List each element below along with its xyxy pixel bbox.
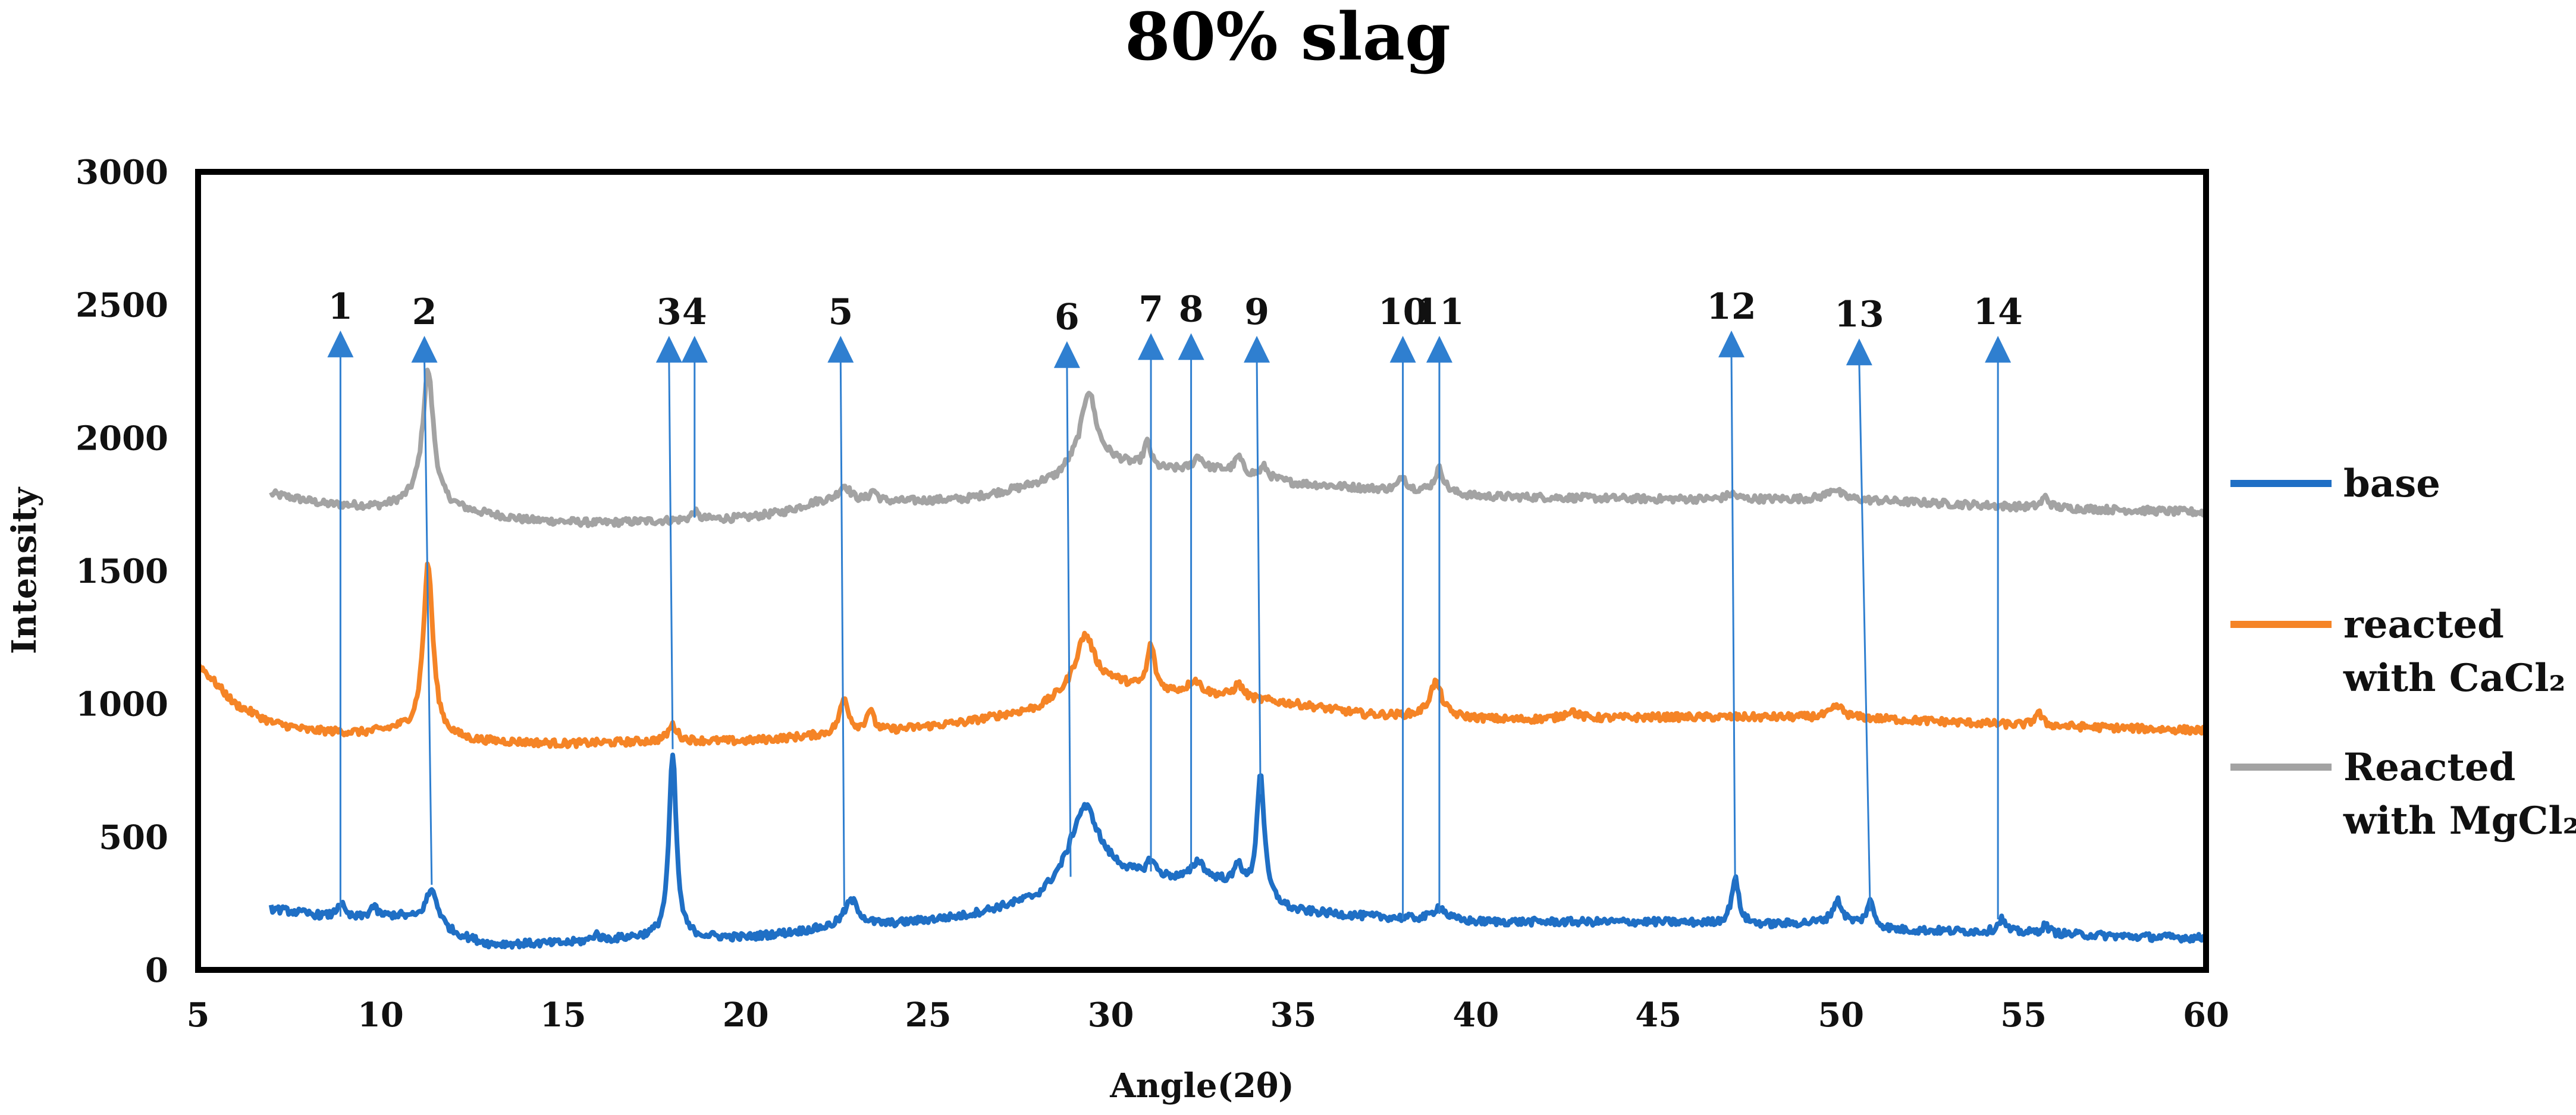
peak-marker-line	[1730, 354, 1736, 880]
x-tick-label: 55	[2000, 995, 2047, 1035]
peak-marker-line	[1256, 359, 1262, 794]
peak-marker-label: 8	[1179, 288, 1204, 330]
peak-marker-arrow	[1426, 335, 1452, 363]
x-tick-label: 40	[1452, 995, 1499, 1035]
y-tick-label: 2000	[76, 419, 168, 458]
y-tick-label: 0	[145, 951, 168, 990]
peak-marker-label: 12	[1706, 286, 1756, 328]
peak-marker-10: 10	[1378, 291, 1428, 920]
y-tick-label: 3000	[76, 153, 168, 192]
peak-marker-label: 3	[657, 291, 682, 333]
legend-item-2: Reacted with MgCl₂	[2230, 745, 2576, 843]
peak-marker-arrow	[1985, 335, 2012, 363]
legend-item-0: base	[2230, 461, 2440, 506]
peak-marker-label: 13	[1834, 294, 1884, 335]
x-tick-label: 15	[540, 995, 586, 1035]
x-tick-label: 50	[1818, 995, 1864, 1035]
y-tick-label: 500	[99, 818, 168, 857]
series-line-reacted-with-cacl2	[196, 561, 2207, 749]
y-tick-labels: 0 500 1000 1500 2000 2500 3000	[76, 153, 168, 990]
peak-marker-3: 3	[655, 291, 682, 749]
x-tick-label: 20	[723, 995, 769, 1035]
peak-marker-line	[668, 359, 674, 749]
peak-marker-arrow	[655, 335, 682, 363]
peak-marker-label: 6	[1055, 297, 1080, 338]
y-axis-title: Intensity	[5, 486, 44, 654]
peak-marker-5: 5	[827, 291, 854, 906]
peak-marker-label: 1	[328, 286, 353, 328]
peak-marker-label: 5	[828, 291, 853, 333]
peak-marker-arrow	[327, 330, 354, 357]
peak-marker-arrow	[1389, 335, 1416, 363]
x-tick-label: 60	[2183, 995, 2229, 1035]
peak-marker-8: 8	[1178, 288, 1204, 869]
peak-marker-label: 14	[1973, 291, 2023, 333]
legend-item-1: reacted with CaCl₂	[2230, 602, 2565, 701]
x-tick-label: 35	[1270, 995, 1316, 1035]
peak-marker-label: 7	[1138, 288, 1163, 330]
x-tick-label: 5	[187, 995, 210, 1035]
y-tick-label: 1500	[76, 552, 168, 591]
x-tick-label: 25	[905, 995, 952, 1035]
legend-label-line2: with MgCl₂	[2343, 799, 2576, 843]
y-tick-label: 1000	[76, 685, 168, 724]
peak-marker-label: 4	[682, 291, 707, 333]
peak-marker-label: 9	[1244, 291, 1269, 333]
legend-label: Reacted	[2343, 745, 2515, 790]
x-axis-title: Angle(2θ)	[1109, 1066, 1294, 1105]
legend: base reacted with CaCl₂ Reacted with MgCl₂	[2230, 461, 2576, 843]
chart-title: 80% slag	[1125, 0, 1451, 75]
series-layer	[196, 368, 2208, 950]
x-tick-label: 45	[1635, 995, 1681, 1035]
peak-marker-label: 10	[1378, 291, 1428, 333]
peak-marker-2: 2	[411, 291, 438, 885]
peak-marker-label: 11	[1414, 291, 1464, 333]
peak-marker-line	[1066, 365, 1072, 877]
peak-marker-arrow	[827, 335, 854, 363]
peak-marker-line	[839, 359, 845, 906]
peak-marker-arrow	[411, 335, 438, 363]
peak-marker-9: 9	[1244, 291, 1270, 794]
peak-marker-1: 1	[327, 286, 354, 917]
peak-marker-line	[423, 359, 433, 885]
peak-marker-arrow	[681, 335, 708, 363]
plot-area-frame	[195, 169, 2209, 973]
series-line-base	[268, 752, 2207, 950]
legend-label-line2: with CaCl₂	[2343, 656, 2565, 701]
x-tick-label: 10	[357, 995, 404, 1035]
peak-marker-12: 12	[1706, 286, 1756, 880]
legend-label: base	[2343, 461, 2440, 506]
peak-marker-arrow	[1718, 330, 1745, 357]
peak-marker-arrow	[1244, 335, 1270, 363]
legend-label: reacted	[2343, 602, 2504, 647]
peak-marker-line	[1858, 362, 1871, 912]
y-tick-label: 2500	[76, 286, 168, 325]
peak-marker-arrow	[1846, 338, 1872, 366]
peak-marker-14: 14	[1973, 291, 2023, 920]
peak-marker-arrow	[1178, 333, 1204, 360]
x-tick-labels: 5 10 15 20 25 30 35 40 45 50 55 60	[187, 995, 2229, 1035]
peak-marker-arrow	[1053, 341, 1080, 368]
peak-marker-13: 13	[1834, 294, 1884, 912]
peak-marker-7: 7	[1138, 288, 1165, 872]
x-tick-label: 30	[1088, 995, 1134, 1035]
peak-marker-arrow	[1138, 333, 1165, 360]
peak-marker-4: 4	[681, 291, 708, 518]
series-line-reacted-with-mgcl2	[269, 368, 2208, 529]
peak-marker-label: 2	[412, 291, 437, 333]
peak-marker-6: 6	[1053, 297, 1080, 877]
peak-marker-11: 11	[1414, 291, 1464, 915]
